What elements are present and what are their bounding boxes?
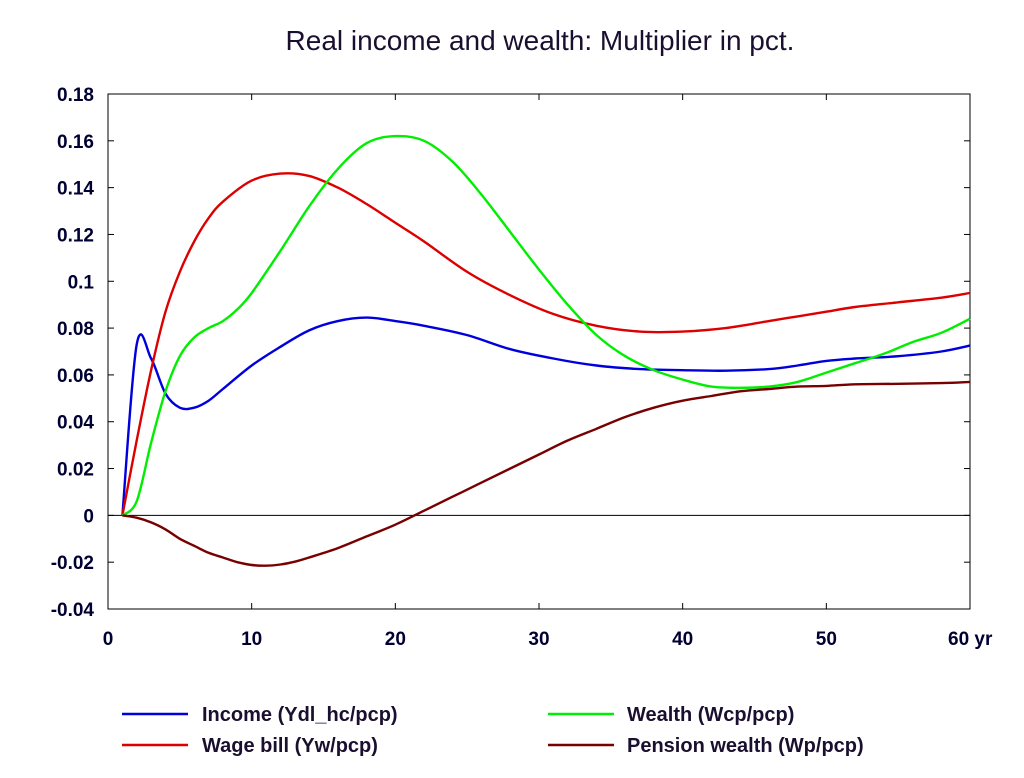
x-tick-label: 10: [241, 629, 262, 650]
y-tick-label: 0.16: [57, 132, 94, 153]
plot-frame: [107, 93, 971, 610]
x-tick-label: 60 yr: [948, 629, 993, 650]
x-tick-label: 20: [385, 629, 406, 650]
legend-label-wage-bill: Wage bill (Yw/pcp): [202, 735, 378, 757]
series-line-wage-bill: [121, 172, 971, 516]
legend-label-wealth: Wealth (Wcp/pcp): [627, 704, 794, 726]
series-line-wealth: [121, 134, 971, 517]
plot-axes: -0.04 -0.02 0 0.02 0.04 0.06 0.08 0.1 0.12 0.14 0.…: [51, 85, 993, 650]
y-tick-label: -0.02: [51, 553, 94, 574]
legend-label-pension-wealth: Pension wealth (Wp/pcp): [627, 735, 864, 757]
series-line-pension-wealth: [122, 380, 971, 567]
y-tick-label: 0.1: [68, 272, 95, 293]
x-tick-label: 50: [816, 629, 837, 650]
y-tick-label: 0.02: [57, 460, 94, 481]
y-tick-label: -0.04: [51, 600, 95, 621]
x-tick-label: 0: [103, 629, 114, 650]
y-tick-label: 0.08: [57, 319, 94, 340]
series-line-income: [121, 316, 971, 516]
x-tick-label: 30: [528, 629, 549, 650]
x-tick-label: 40: [672, 629, 693, 650]
y-tick-label: 0.18: [57, 85, 94, 106]
chart-title: Real income and wealth: Multiplier in pc…: [286, 25, 795, 56]
y-tick-label: 0.14: [57, 179, 94, 200]
y-tick-label: 0: [83, 506, 94, 527]
legend: Income (Ydl_hc/pcp) Wage bill (Yw/pcp) Wea…: [122, 704, 864, 757]
y-tick-label: 0.04: [57, 413, 94, 434]
y-tick-label: 0.06: [57, 366, 94, 387]
series-lines: [121, 134, 971, 567]
legend-label-income: Income (Ydl_hc/pcp): [202, 704, 398, 726]
y-tick-label: 0.12: [57, 225, 94, 246]
